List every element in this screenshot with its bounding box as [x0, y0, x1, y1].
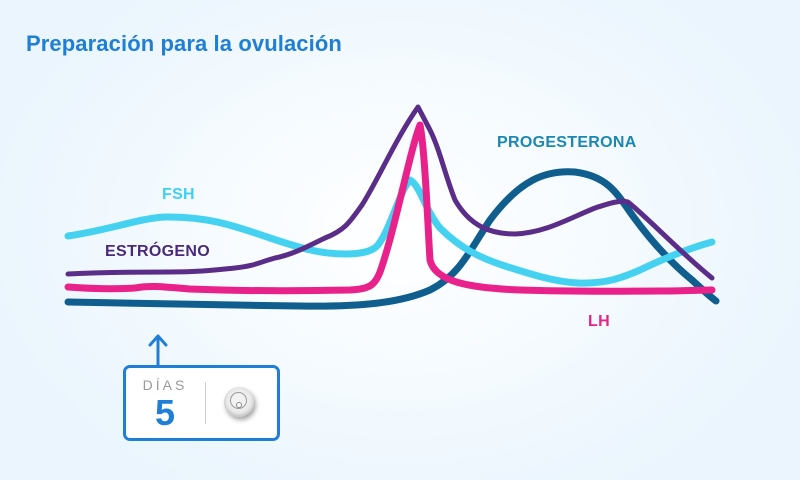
days-label: DÍAS [142, 377, 188, 393]
estrogeno-label: ESTRÓGENO [105, 243, 210, 260]
page-title: Preparación para la ovulación [26, 31, 342, 56]
divider [205, 382, 206, 424]
arrow-up-icon [148, 334, 168, 367]
dial-knob-icon[interactable] [224, 387, 254, 417]
fsh-label: FSH [162, 186, 195, 203]
day-value: 5 [154, 392, 176, 433]
fsh-line [64, 176, 716, 287]
day-indicator: DÍAS 5 [123, 365, 280, 441]
lh-label: LH [588, 313, 610, 330]
dial-knob-indicator [236, 402, 242, 408]
dial-knob-ring [230, 392, 247, 409]
lh-line [64, 121, 716, 295]
progesterona-label: PROGESTERONA [497, 134, 637, 151]
estrogeno-line [65, 104, 715, 281]
